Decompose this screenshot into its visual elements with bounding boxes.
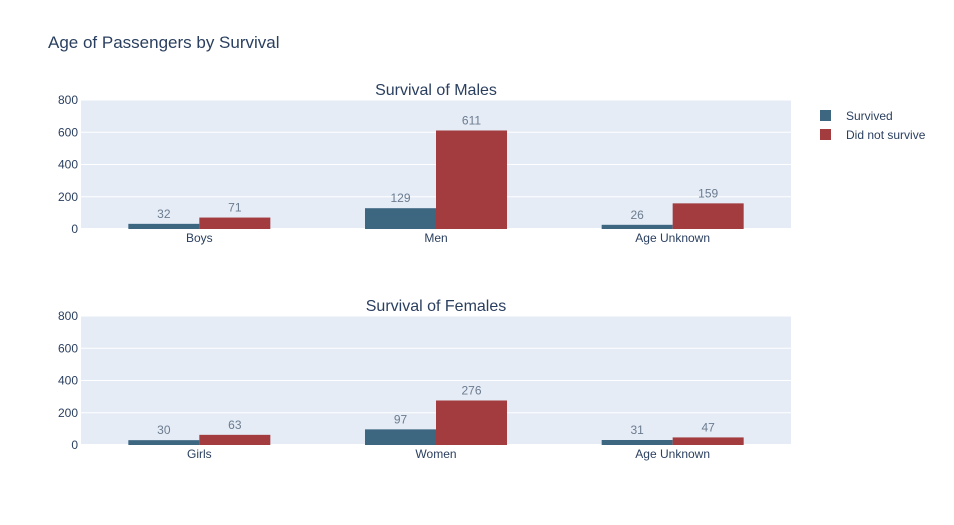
- x-tick-label: Age Unknown: [635, 231, 710, 245]
- bar-did-not-survive: [672, 437, 744, 445]
- bar-survived: [601, 440, 673, 445]
- x-tick-label: Girls: [187, 447, 212, 461]
- y-tick-label: 200: [58, 190, 78, 204]
- data-label: 276: [461, 383, 481, 397]
- bar-did-not-survive: [672, 203, 744, 229]
- bar-survived: [601, 224, 673, 229]
- y-tick-label: 400: [58, 158, 78, 172]
- y-tick-label: 600: [58, 341, 78, 355]
- data-label: 611: [462, 113, 481, 127]
- x-tick-label: Boys: [186, 231, 213, 245]
- y-tick-label: 600: [58, 125, 78, 139]
- bar-did-not-survive: [436, 400, 507, 445]
- legend-swatch-survived: [820, 110, 831, 121]
- data-label: 63: [228, 418, 242, 432]
- bar-did-not-survive: [199, 217, 271, 229]
- bar-did-not-survive: [436, 130, 507, 229]
- subplot-title: Survival of Females: [366, 298, 507, 315]
- data-label: 47: [701, 420, 715, 434]
- legend-label-did-not-survive: Did not survive: [846, 127, 926, 142]
- x-tick-label: Men: [424, 231, 447, 245]
- data-label: 71: [228, 201, 242, 215]
- bar-survived: [128, 223, 200, 229]
- x-tick-label: Women: [415, 447, 456, 461]
- y-tick-label: 800: [58, 93, 78, 107]
- legend-label-survived: Survived: [846, 108, 893, 123]
- legend-item-survived[interactable]: Survived: [820, 106, 925, 125]
- y-tick-label: 200: [58, 406, 78, 420]
- data-label: 26: [630, 208, 644, 222]
- data-label: 129: [390, 191, 410, 205]
- data-label: 159: [698, 186, 718, 200]
- bar-survived: [128, 440, 200, 445]
- subplot-title: Survival of Males: [375, 82, 497, 99]
- y-tick-label: 400: [58, 374, 78, 388]
- legend-item-did-not-survive[interactable]: Did not survive: [820, 125, 925, 144]
- bar-survived: [365, 429, 436, 445]
- legend-swatch-did-not-survive: [820, 129, 831, 140]
- y-tick-label: 0: [71, 438, 78, 452]
- chart-title: Age of Passengers by Survival: [48, 33, 280, 52]
- data-label: 32: [157, 207, 171, 221]
- bar-did-not-survive: [199, 434, 271, 445]
- data-label: 30: [157, 423, 171, 437]
- y-tick-label: 0: [71, 222, 78, 236]
- data-label: 97: [394, 412, 408, 426]
- y-tick-label: 800: [58, 309, 78, 323]
- bar-survived: [365, 208, 436, 229]
- data-label: 31: [630, 423, 644, 437]
- legend[interactable]: Survived Did not survive: [820, 106, 925, 144]
- x-tick-label: Age Unknown: [635, 447, 710, 461]
